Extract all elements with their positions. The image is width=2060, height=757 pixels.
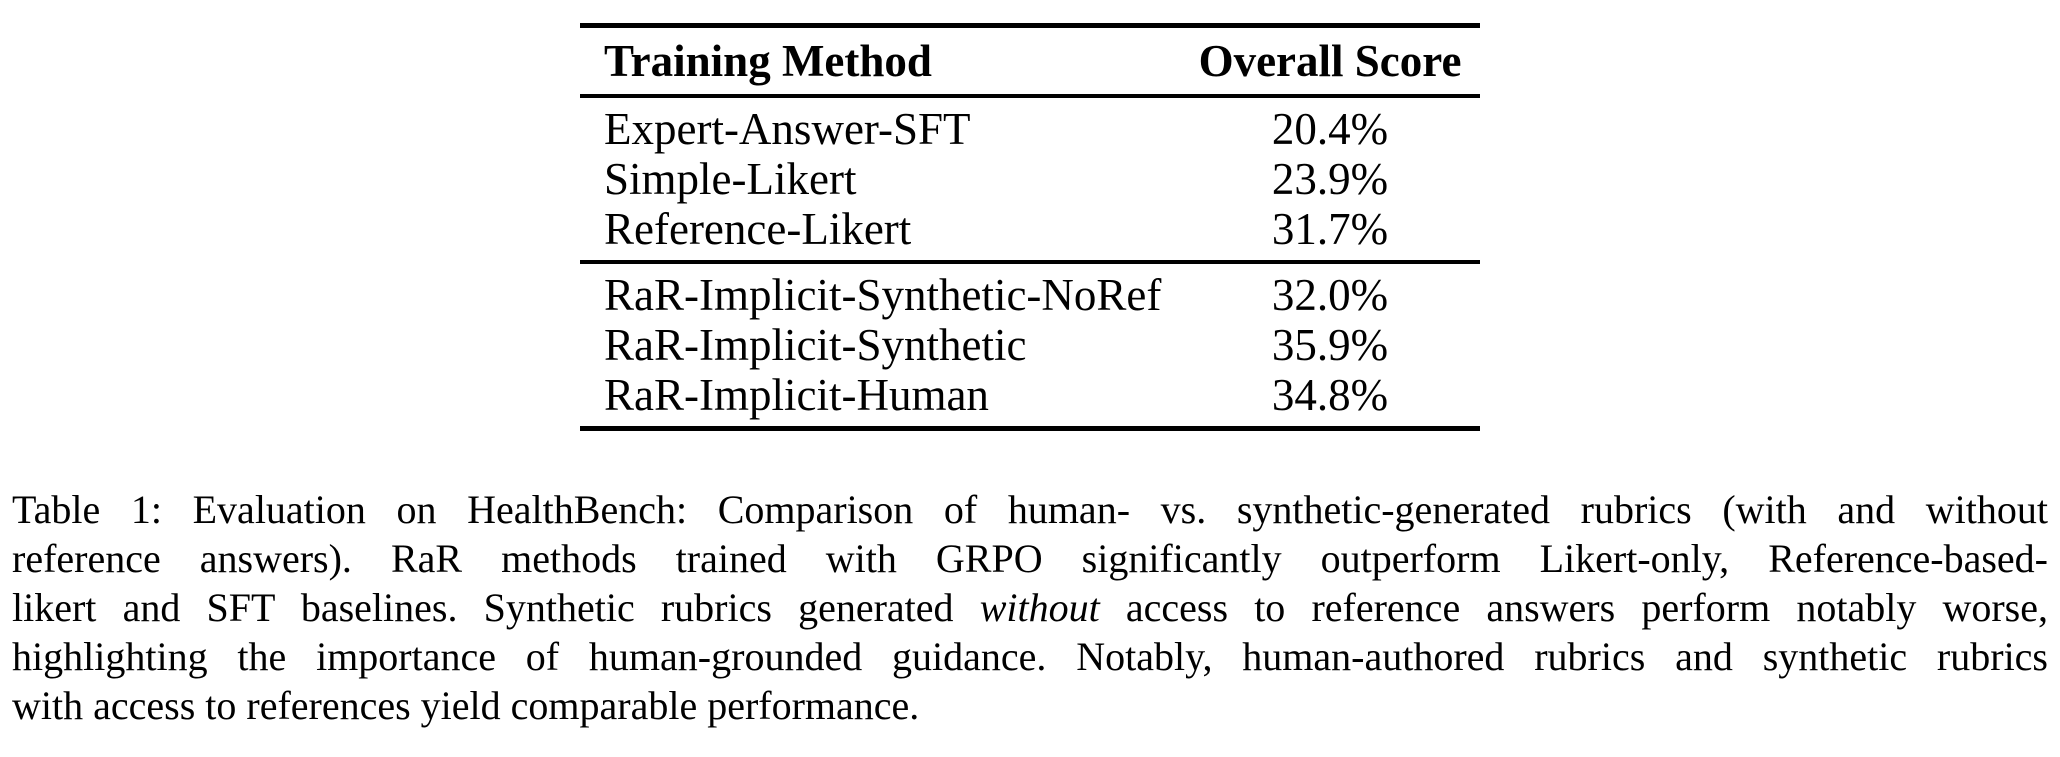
table-row: RaR-Implicit-Human 34.8%: [580, 370, 1480, 420]
cell-training-method: Expert-Answer-SFT: [604, 104, 971, 154]
cell-training-method: RaR-Implicit-Synthetic: [604, 320, 1027, 370]
table-row: Simple-Likert 23.9%: [580, 154, 1480, 204]
cell-training-method: Reference-Likert: [604, 204, 912, 254]
cell-overall-score: 32.0%: [1271, 270, 1389, 320]
cell-overall-score: 20.4%: [1271, 104, 1389, 154]
caption-line-4: highlighting the importance of human-gro…: [12, 634, 2048, 679]
cell-overall-score: 31.7%: [1271, 204, 1389, 254]
table-row: Expert-Answer-SFT 20.4%: [580, 104, 1480, 154]
table-bottom-rule: [580, 426, 1480, 431]
table-header-rule: [580, 94, 1480, 98]
results-table: Training Method Overall Score Expert-Ans…: [580, 23, 1480, 431]
table-row: Reference-Likert 31.7%: [580, 204, 1480, 254]
table-row: RaR-Implicit-Synthetic 35.9%: [580, 320, 1480, 370]
table-mid-rule: [580, 260, 1480, 264]
table-top-rule: [580, 23, 1480, 28]
table-caption: Table 1: Evaluation on HealthBench: Comp…: [12, 485, 2048, 730]
caption-line-3: likert and SFT baselines. Synthetic rubr…: [12, 583, 2048, 632]
cell-overall-score: 35.9%: [1271, 320, 1389, 370]
cell-training-method: RaR-Implicit-Human: [604, 370, 989, 420]
column-header-training-method: Training Method: [604, 36, 932, 86]
caption-line-1: Table 1: Evaluation on HealthBench: Comp…: [12, 487, 2048, 532]
column-header-overall-score: Overall Score: [1198, 36, 1462, 86]
caption-line-3-post: access to reference answers perform nota…: [1099, 585, 2048, 630]
cell-overall-score: 23.9%: [1271, 154, 1389, 204]
paper-page: Training Method Overall Score Expert-Ans…: [0, 23, 2060, 757]
table-group-rar-methods: RaR-Implicit-Synthetic-NoRef 32.0% RaR-I…: [580, 264, 1480, 426]
caption-line-2: reference answers). RaR methods trained …: [12, 536, 2048, 581]
caption-line-5: with access to references yield comparab…: [12, 683, 920, 728]
table-row: RaR-Implicit-Synthetic-NoRef 32.0%: [580, 270, 1480, 320]
cell-overall-score: 34.8%: [1271, 370, 1389, 420]
caption-line-3-italic-word: without: [979, 585, 1100, 630]
caption-line-3-pre: likert and SFT baselines. Synthetic rubr…: [12, 585, 980, 630]
cell-training-method: Simple-Likert: [604, 154, 857, 204]
table-group-baselines: Expert-Answer-SFT 20.4% Simple-Likert 23…: [580, 98, 1480, 260]
cell-training-method: RaR-Implicit-Synthetic-NoRef: [604, 270, 1162, 320]
table-header-row: Training Method Overall Score: [580, 28, 1480, 94]
